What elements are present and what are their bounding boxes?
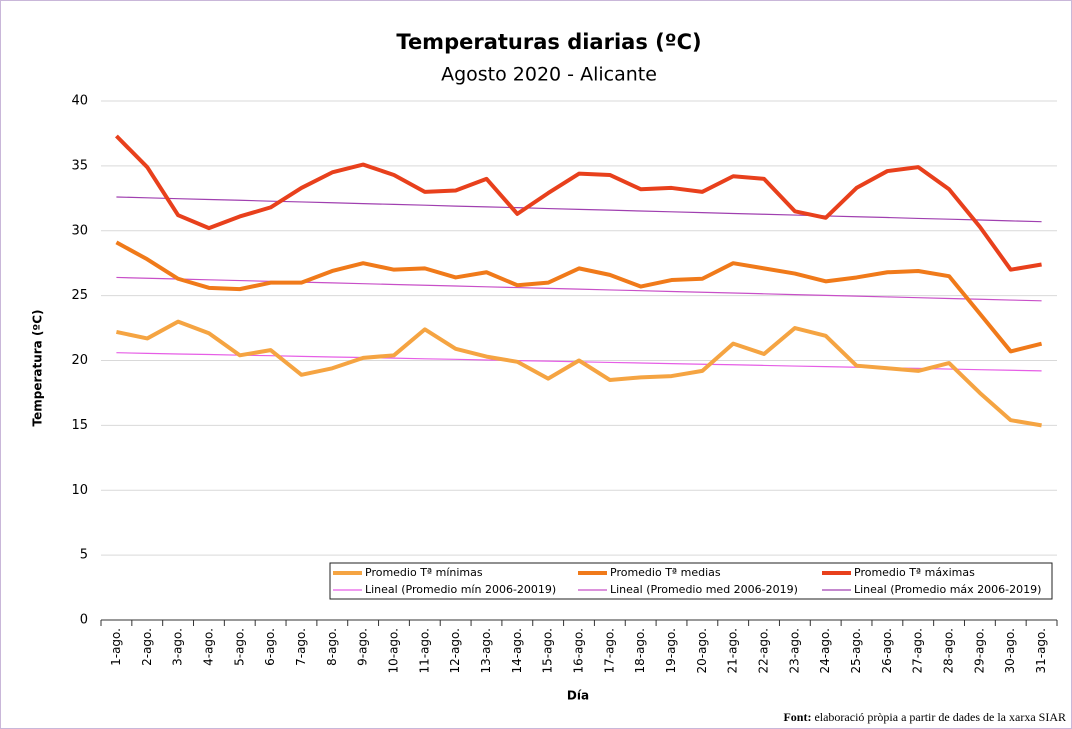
x-tick-label: 24-ago.	[818, 628, 832, 674]
x-tick-label: 23-ago.	[787, 628, 801, 674]
series-line	[116, 196, 1042, 223]
x-tick-label: 27-ago.	[911, 628, 925, 674]
x-tick-label: 13-ago.	[479, 628, 493, 674]
y-tick-label: 10	[71, 483, 88, 498]
y-axis-label: Temperatura (ºC)	[31, 310, 45, 427]
x-axis-label: Día	[567, 689, 589, 703]
source-text: elaboració pròpia a partir de dades de l…	[814, 710, 1066, 724]
legend-label: Lineal (Promedio máx 2006-2019)	[854, 583, 1041, 596]
series-line	[114, 134, 1042, 272]
legend-box	[329, 562, 1053, 600]
legend-label: Promedio Tª máximas	[854, 566, 975, 579]
y-tick-label: 30	[71, 223, 88, 238]
legend-label: Lineal (Promedio med 2006-2019)	[610, 583, 798, 596]
x-tick-label: 18-ago.	[633, 628, 647, 674]
x-tick-label: 26-ago.	[880, 628, 894, 674]
series-line	[116, 319, 1042, 428]
y-tick-label: 25	[71, 288, 88, 303]
source-label: Font:	[783, 710, 811, 724]
chart-title: Temperaturas diarias (ºC)	[396, 30, 701, 54]
x-tick-label: 6-ago.	[263, 628, 277, 666]
y-tick-label: 0	[80, 613, 88, 628]
x-tick-label: 3-ago.	[171, 628, 185, 666]
grid: 0 5 10 15 20 25 30 35 40 1-ago. 2-ago. 3-ago. 4-ago.…	[71, 94, 1058, 674]
x-tick-label: 30-ago.	[1003, 628, 1017, 674]
x-tick-label: 9-ago.	[356, 628, 370, 666]
legend: Promedio Tª mínimas Promedio Tª medias Pro…	[333, 566, 1041, 596]
x-tick-label: 7-ago.	[294, 628, 308, 666]
x-tick-label: 12-ago.	[448, 628, 462, 674]
x-tick-label: 21-ago.	[726, 628, 740, 674]
x-tick-label: 8-ago.	[325, 628, 339, 666]
x-tick-label: 11-ago.	[417, 628, 431, 674]
x-tick-label: 28-ago.	[942, 628, 956, 674]
x-tick-label: 25-ago.	[849, 628, 863, 674]
legend-label: Lineal (Promedio mín 2006-20019)	[365, 583, 556, 596]
x-tick-label: 4-ago.	[201, 628, 215, 666]
series-line	[115, 240, 1043, 354]
y-tick-label: 35	[71, 158, 88, 173]
x-tick-label: 10-ago.	[386, 628, 400, 674]
legend-label: Promedio Tª medias	[610, 566, 721, 579]
x-tick-label: 16-ago.	[572, 628, 586, 674]
x-tick-label: 29-ago.	[972, 628, 986, 674]
y-tick-label: 5	[80, 548, 88, 563]
y-tick-label: 20	[71, 353, 88, 368]
x-tick-label: 22-ago.	[757, 628, 771, 674]
y-tick-label: 15	[71, 418, 88, 433]
x-tick-label: 17-ago.	[602, 628, 616, 674]
source-note: Font: elaboració pròpia a partir de dade…	[783, 710, 1066, 724]
x-tick-label: 19-ago.	[664, 628, 678, 674]
x-tick-label: 14-ago.	[510, 628, 524, 674]
x-tick-label: 20-ago.	[695, 628, 709, 674]
legend-label: Promedio Tª mínimas	[365, 566, 483, 579]
x-tick-label: 1-ago.	[109, 628, 123, 666]
x-tick-label: 31-ago.	[1034, 628, 1048, 674]
x-tick-label: 2-ago.	[140, 628, 154, 666]
x-tick-label: 5-ago.	[232, 628, 246, 666]
chart-subtitle: Agosto 2020 - Alicante	[441, 64, 657, 86]
plot-area	[114, 134, 1043, 428]
y-tick-label: 40	[71, 94, 88, 109]
x-tick-label: 15-ago.	[541, 628, 555, 674]
